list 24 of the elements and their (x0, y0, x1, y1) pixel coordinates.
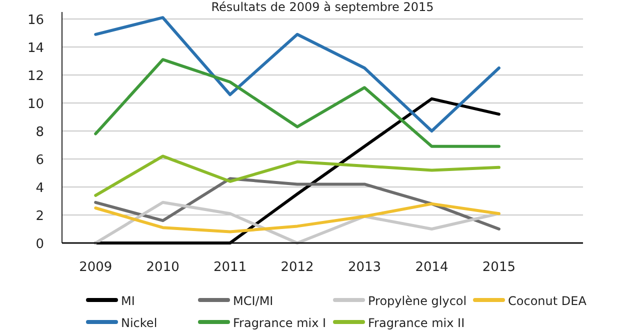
legend-label: MI (121, 294, 135, 308)
x-tick-label: 2014 (415, 260, 448, 275)
y-tick-label: 6 (36, 153, 44, 168)
y-tick-label: 2 (36, 209, 44, 224)
y-tick-label: 12 (27, 69, 44, 84)
chart-title: Résultats de 2009 à septembre 2015 (211, 0, 434, 14)
legend-label: Nickel (121, 316, 158, 330)
x-tick-label: 2009 (79, 260, 112, 275)
x-tick-label: 2011 (214, 260, 247, 275)
y-tick-label: 4 (36, 181, 44, 196)
y-tick-label: 10 (27, 97, 44, 112)
legend-label: Fragrance mix II (368, 316, 465, 330)
legend-label: Propylène glycol (368, 294, 467, 308)
x-tick-label: 2015 (482, 260, 516, 275)
legend-label: MCI/MI (233, 294, 274, 308)
y-tick-label: 14 (27, 41, 44, 56)
x-tick-label: 2013 (348, 260, 382, 275)
y-tick-label: 8 (36, 125, 44, 140)
x-tick-label: 2010 (146, 260, 180, 275)
x-tick-label: 2012 (280, 260, 314, 275)
y-tick-label: 0 (36, 237, 44, 252)
legend-label: Coconut DEA (508, 294, 588, 308)
legend-label: Fragrance mix I (233, 316, 326, 330)
y-tick-label: 16 (27, 13, 44, 28)
